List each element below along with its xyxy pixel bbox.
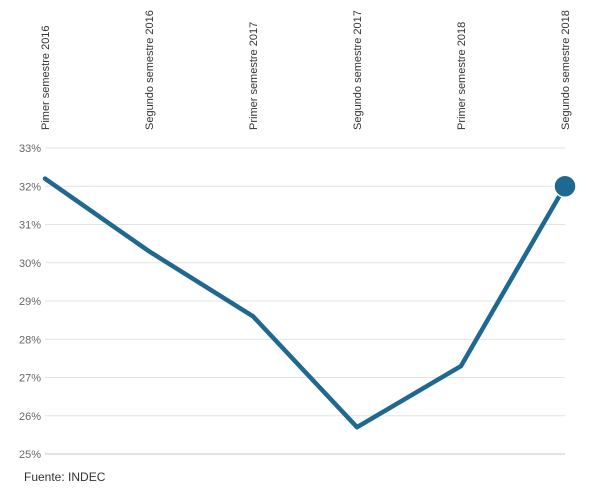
y-tick-label: 26% <box>19 411 41 423</box>
data-point <box>43 176 47 181</box>
y-tick-label: 28% <box>19 334 41 346</box>
data-point <box>459 364 463 369</box>
source-note: Fuente: INDEC <box>24 470 106 484</box>
highlighted-data-point <box>553 174 577 198</box>
x-axis-ticks: Pimer semestre 2016 Segundo semestre 2016… <box>40 10 572 130</box>
y-tick-label: 31% <box>19 220 41 232</box>
y-tick-label: 29% <box>19 296 41 308</box>
grid-lines <box>45 147 565 455</box>
data-point <box>355 425 359 430</box>
series-layer <box>42 174 577 430</box>
x-tick-label: Primer semestre 2017 <box>248 22 260 130</box>
y-tick-label: 27% <box>19 373 41 385</box>
data-point <box>251 314 255 319</box>
x-tick-label: Segundo semestre 2016 <box>144 10 156 130</box>
series-line <box>42 176 568 430</box>
y-axis-ticks: 33% 32% 31% 30% 29% 28% 27% 26% 25% <box>19 143 41 461</box>
y-tick-label: 32% <box>19 181 41 193</box>
y-tick-label: 25% <box>19 449 41 461</box>
y-tick-label: 30% <box>19 258 41 270</box>
y-tick-label: 33% <box>19 143 41 155</box>
x-tick-label: Segundo semestre 2018 <box>560 10 572 130</box>
x-tick-label: Segundo semestre 2017 <box>352 10 364 130</box>
x-tick-label: Pimer semestre 2016 <box>40 25 52 130</box>
data-point <box>147 249 151 254</box>
x-tick-label: Primer semestre 2018 <box>456 22 468 130</box>
